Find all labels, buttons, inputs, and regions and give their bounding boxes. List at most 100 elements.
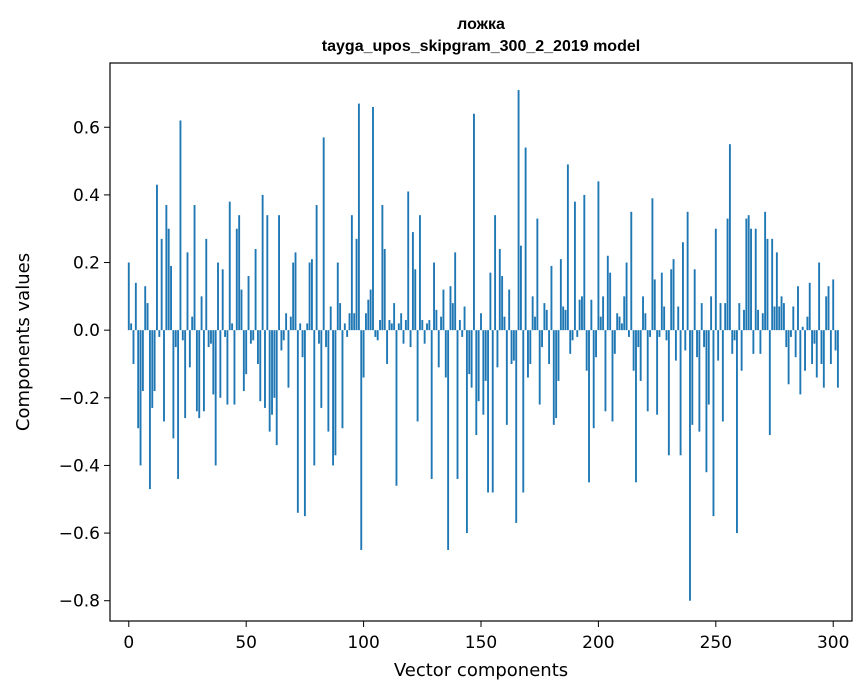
bar-19 (172, 330, 175, 439)
bar-80 (315, 205, 318, 331)
bar-47 (238, 215, 241, 331)
bar-227 (660, 272, 663, 331)
bar-100 (362, 330, 365, 378)
x-tick-label: 200 (582, 633, 614, 653)
bar-173 (534, 316, 536, 331)
y-tick-label: −0.4 (59, 456, 100, 476)
bar-97 (355, 238, 358, 331)
bar-269 (759, 330, 762, 354)
bar-49 (242, 330, 245, 392)
bar-57 (261, 194, 264, 331)
bar-185 (562, 306, 565, 331)
bar-102 (367, 299, 370, 331)
bar-217 (637, 330, 640, 348)
bar-134 (442, 289, 445, 331)
bar-192 (578, 299, 581, 331)
bar-48 (240, 289, 243, 331)
bar-214 (630, 211, 633, 331)
bar-98 (357, 103, 360, 331)
bar-112 (390, 323, 393, 331)
bar-175 (538, 330, 541, 405)
bar-223 (651, 198, 654, 331)
bar-201 (599, 316, 602, 331)
bar-250 (714, 228, 717, 331)
bar-191 (576, 330, 579, 337)
bar-86 (329, 306, 332, 331)
y-tick-label: −0.8 (59, 592, 100, 612)
bar-244 (700, 303, 703, 331)
x-axis-label: Vector components (394, 660, 568, 681)
bar-246 (705, 330, 708, 473)
bar-78 (311, 259, 313, 331)
bar-212 (625, 262, 628, 331)
bar-196 (588, 330, 590, 483)
bar-30 (198, 330, 201, 419)
bar-71 (294, 252, 297, 331)
bar-179 (548, 330, 551, 364)
bar-21 (177, 330, 180, 479)
bar-219 (642, 296, 644, 331)
bar-258 (733, 330, 736, 341)
bar-44 (231, 323, 234, 331)
bar-135 (444, 330, 447, 378)
bar-228 (663, 306, 666, 331)
bar-109 (383, 249, 386, 331)
x-tick-label: 50 (235, 633, 257, 653)
bar-120 (409, 330, 412, 348)
bar-272 (766, 238, 769, 331)
bar-10 (151, 330, 154, 408)
bar-292 (813, 330, 816, 344)
bar-142 (461, 330, 464, 337)
bar-17 (167, 228, 170, 331)
bar-278 (780, 296, 783, 331)
bar-105 (374, 330, 377, 337)
bar-183 (557, 330, 560, 381)
bar-182 (555, 330, 558, 419)
bar-79 (313, 330, 316, 466)
bar-111 (388, 320, 391, 331)
bar-88 (334, 330, 337, 456)
bar-249 (712, 330, 715, 517)
bar-24 (184, 330, 187, 419)
bar-115 (397, 323, 400, 331)
bar-279 (782, 303, 785, 331)
bar-14 (160, 238, 163, 331)
bar-300 (832, 279, 835, 331)
bar-59 (266, 215, 269, 331)
bar-73 (299, 323, 302, 331)
plot-frame (109, 62, 853, 622)
bar-266 (752, 330, 755, 354)
bar-262 (743, 309, 745, 331)
bar-193 (581, 296, 583, 331)
bar-240 (691, 330, 694, 425)
bar-61 (271, 330, 273, 415)
bar-205 (609, 272, 612, 331)
bar-253 (721, 330, 724, 422)
bar-125 (421, 320, 424, 331)
bar-23 (181, 330, 184, 341)
bar-138 (451, 303, 454, 331)
bar-170 (527, 330, 529, 378)
bar-277 (778, 306, 781, 331)
bar-50 (245, 330, 248, 375)
bar-116 (400, 313, 403, 331)
bar-139 (454, 252, 457, 331)
bar-36 (212, 330, 215, 395)
bar-295 (820, 330, 823, 364)
bar-118 (404, 320, 407, 331)
bar-38 (217, 262, 219, 331)
bar-215 (632, 330, 635, 371)
y-tick-label: 0.0 (73, 321, 100, 341)
bar-70 (292, 262, 295, 331)
chart-title: ложка (457, 16, 505, 33)
bar-141 (458, 320, 461, 331)
bar-75 (303, 330, 306, 517)
bar-180 (550, 265, 553, 331)
bar-285 (797, 286, 799, 331)
bar-35 (210, 330, 212, 344)
bar-245 (703, 330, 706, 348)
bar-163 (510, 330, 513, 364)
bar-248 (710, 296, 713, 331)
y-tick-label: 0.4 (73, 186, 100, 206)
